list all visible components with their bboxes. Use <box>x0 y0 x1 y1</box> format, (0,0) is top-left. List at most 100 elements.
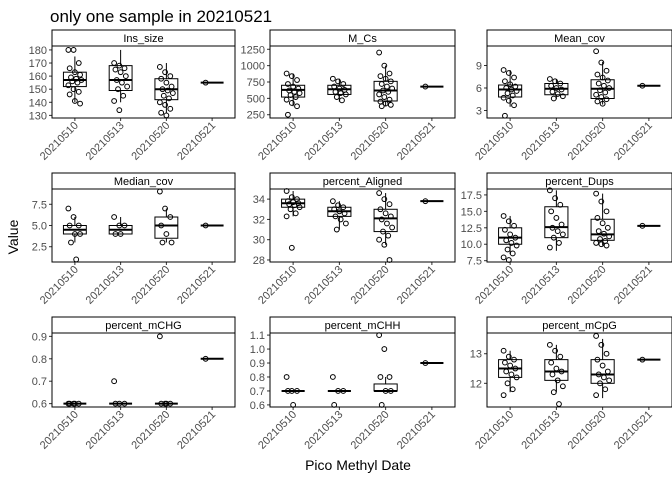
y-tick-label: 0.6 <box>250 400 265 412</box>
data-point <box>167 214 174 220</box>
y-tick-label: 180 <box>29 45 47 57</box>
data-point <box>156 99 163 106</box>
x-tick-label: 20210521 <box>612 409 655 452</box>
data-point <box>500 347 507 354</box>
data-point <box>167 73 174 80</box>
y-tick-label: 500 <box>247 93 265 105</box>
x-tick-label: 20210521 <box>612 264 655 307</box>
data-point <box>507 81 514 88</box>
data-point <box>386 374 393 380</box>
data-point <box>331 83 338 90</box>
data-point <box>294 77 300 83</box>
y-tick-label: 7.5 <box>32 199 47 211</box>
facet-strip-label: percent_mCpG <box>542 320 617 332</box>
data-point <box>381 196 388 203</box>
data-point <box>117 69 124 76</box>
data-point <box>546 244 553 251</box>
x-axis-label: Pico Methyl Date <box>305 457 411 473</box>
data-point <box>378 103 385 110</box>
data-point <box>329 374 336 380</box>
y-tick-label: 15.0 <box>461 206 482 218</box>
data-point <box>68 74 74 81</box>
data-point <box>119 79 125 86</box>
data-point <box>549 224 556 231</box>
data-point <box>505 70 512 76</box>
y-tick-label: 1.1 <box>250 330 265 342</box>
data-point <box>377 206 384 213</box>
x-tick-label: 20210520 <box>566 409 609 452</box>
x-tick-label: 20210513 <box>302 120 345 163</box>
y-tick-label: 160 <box>29 71 47 83</box>
data-point <box>77 231 83 237</box>
data-point <box>70 86 77 93</box>
data-point <box>65 82 72 89</box>
data-point <box>202 222 209 229</box>
data-point <box>603 67 610 74</box>
y-tick-label: 34 <box>253 194 265 206</box>
data-point <box>335 78 341 85</box>
data-point <box>594 215 601 221</box>
data-point <box>604 368 611 375</box>
data-point <box>380 87 386 94</box>
y-tick-label: 9 <box>476 61 482 73</box>
y-axis-label: Value <box>5 219 21 254</box>
data-point <box>554 228 561 234</box>
data-point <box>111 214 118 220</box>
x-tick-label: 20210513 <box>519 120 562 163</box>
data-point <box>512 365 519 372</box>
x-tick-label: 20210520 <box>129 120 172 163</box>
data-point <box>163 112 170 119</box>
data-point <box>389 224 396 231</box>
y-tick-label: 0.9 <box>32 331 47 343</box>
data-point <box>288 100 295 106</box>
y-tick-label: 0.8 <box>250 372 265 384</box>
data-point <box>502 226 508 233</box>
data-point <box>595 371 602 378</box>
data-point <box>294 103 300 110</box>
data-point <box>558 221 565 228</box>
data-point <box>336 208 343 215</box>
y-tick-label: 30 <box>253 235 265 247</box>
x-tick-label: 20210520 <box>566 120 609 163</box>
data-point <box>333 94 340 100</box>
data-point <box>422 198 429 205</box>
y-tick-label: 1250 <box>241 44 265 56</box>
data-point <box>121 65 128 72</box>
data-point <box>283 374 290 380</box>
data-point <box>593 333 600 339</box>
data-point <box>342 220 349 227</box>
data-point <box>283 70 290 77</box>
data-point <box>292 210 299 217</box>
data-point <box>422 83 429 90</box>
x-tick-label: 20210520 <box>129 264 172 307</box>
data-point <box>508 371 515 378</box>
data-point <box>381 241 388 248</box>
facet-mean-cov: Mean_cov 3 6 9 20210510 20210513 20210520 20210… <box>473 29 672 163</box>
data-point <box>340 81 347 87</box>
data-point <box>599 362 606 369</box>
data-point <box>378 216 385 223</box>
data-point <box>162 205 168 212</box>
data-point <box>604 224 611 231</box>
y-tick-label: 1000 <box>241 61 265 73</box>
x-tick-label: 20210520 <box>129 409 172 452</box>
data-point <box>65 205 72 212</box>
data-point <box>502 78 508 85</box>
data-point <box>287 206 294 213</box>
data-point <box>548 208 555 215</box>
data-point <box>504 380 511 387</box>
y-tick-label: 140 <box>29 97 47 109</box>
data-point <box>121 222 128 229</box>
data-point <box>68 239 74 246</box>
data-point <box>384 83 390 90</box>
data-point <box>75 222 82 229</box>
data-point <box>602 386 609 393</box>
box-body <box>590 218 615 241</box>
x-tick-label: 20210521 <box>175 120 218 163</box>
data-point <box>285 111 291 118</box>
data-point <box>503 368 510 375</box>
data-point <box>552 195 558 202</box>
